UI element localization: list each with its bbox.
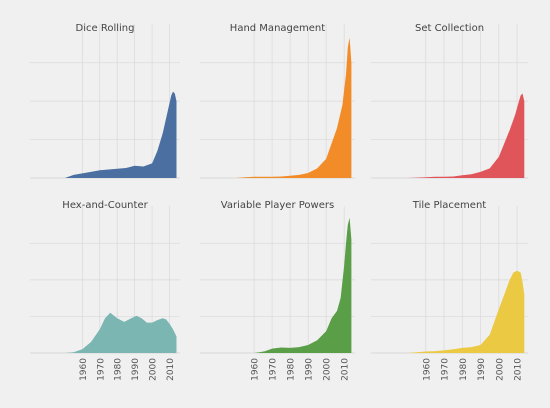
series-area [371,270,525,353]
x-tick-label: 2010 [341,358,351,381]
series-area [371,93,525,178]
x-tick-label: 2000 [495,358,505,381]
panel-title: Set Collection [415,23,484,34]
panel-title: Hex-and-Counter [62,200,148,211]
series-area [200,217,352,353]
panel-title: Tile Placement [412,200,487,211]
x-tick-label: 1970 [96,358,106,381]
series-area [30,91,177,178]
panel-4: Hex-and-Counter 1960 1970 1980 1990 2000 2010 [30,200,180,381]
x-tick-label: 1960 [422,358,432,381]
series-area [30,312,177,353]
x-tick-label: 2000 [149,358,159,381]
x-tick-label: 1970 [269,358,279,381]
series-area [200,37,352,178]
panel-2: Hand Management [200,23,355,179]
x-tick-label: 1980 [459,358,469,381]
x-tick-label: 1990 [477,358,487,381]
x-tick-label: 1990 [305,358,315,381]
x-tick-label: 2010 [514,358,524,381]
panel-3: Set Collection [371,23,528,179]
panel-title: Variable Player Powers [221,200,334,211]
panel-title: Dice Rolling [76,23,135,34]
panel-6: Tile Placement 1960 1970 1980 1990 2000 2010 [371,200,528,381]
x-tick-label: 1980 [114,358,124,381]
x-tick-label: 1960 [251,358,261,381]
x-tick-label: 1960 [79,358,89,381]
x-tick-label: 2010 [166,358,176,381]
panel-title: Hand Management [230,23,325,34]
x-tick-label: 1990 [131,358,141,381]
x-tick-label: 1980 [287,358,297,381]
x-tick-label: 2000 [323,358,333,381]
x-tick-label: 1970 [441,358,451,381]
panel-1: Dice Rolling [30,23,180,179]
panel-5: Variable Player Powers 1960 1970 1980 1990 20… [200,200,355,381]
